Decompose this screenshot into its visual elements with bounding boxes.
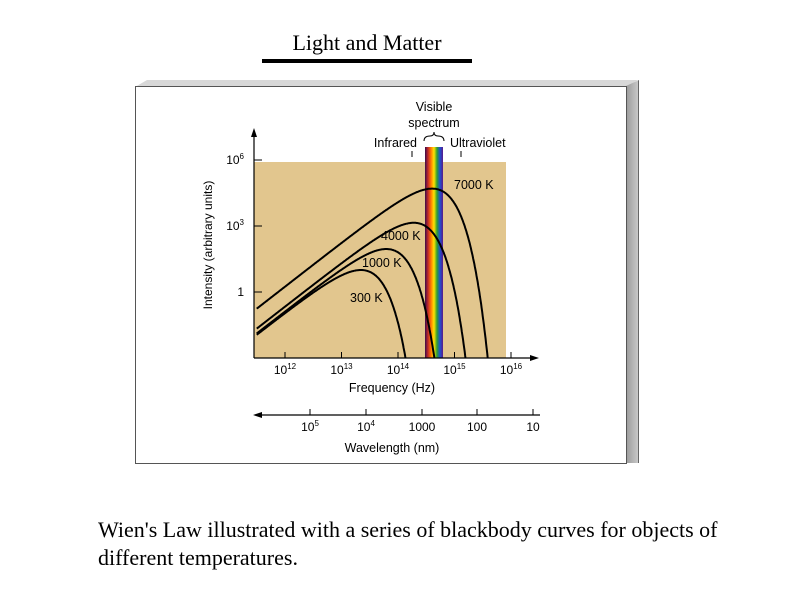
curves: [256, 187, 489, 358]
visible-label-line2: spectrum: [408, 116, 459, 130]
x-axis-label: Frequency (Hz): [349, 381, 435, 395]
panel-bevel-side: [626, 80, 639, 463]
panel-bevel-top: [135, 80, 638, 87]
y-tick-label: 1: [237, 285, 244, 299]
wavelength-tick-label: 1000: [409, 420, 436, 434]
visible-label-line1: Visible: [416, 100, 453, 114]
visible-spectrum-band: [425, 147, 443, 358]
curve-label-4000k: 4000 K: [381, 229, 421, 243]
ultraviolet-label: Ultraviolet: [450, 136, 506, 150]
curve-label-1000k: 1000 K: [362, 256, 402, 270]
visible-brace: [423, 131, 445, 142]
x-ticks: 1012 1013 1014 1015 1016: [274, 352, 523, 377]
wavelength-axis-label: Wavelength (nm): [345, 441, 440, 455]
wavelength-ticks: 105 104 1000 100 10: [301, 409, 540, 434]
wavelength-tick-label: 100: [467, 420, 487, 434]
curve-label-300k: 300 K: [350, 291, 383, 305]
wavelength-axis-arrow: [253, 412, 262, 418]
y-axis-arrow: [251, 128, 257, 137]
y-ticks: 106 103 1: [226, 152, 262, 299]
x-tick-label: 1015: [443, 362, 466, 377]
y-tick-label: 103: [226, 218, 244, 233]
x-axis-arrow: [530, 355, 539, 361]
plot-background: [254, 162, 506, 358]
blackbody-curve-4000k: [256, 221, 467, 358]
wavelength-tick-label: 104: [357, 419, 375, 434]
curve-label-7000k: 7000 K: [454, 178, 494, 192]
wavelength-tick-label: 105: [301, 419, 319, 434]
slide-title: Light and Matter: [292, 30, 442, 55]
wavelength-tick-label: 10: [526, 420, 540, 434]
x-tick-label: 1012: [274, 362, 297, 377]
blackbody-curve-1000k: [256, 248, 436, 358]
y-axis-label: Intensity (arbitrary units): [201, 181, 215, 310]
x-tick-label: 1016: [500, 362, 523, 377]
blackbody-curve-300k: [256, 269, 407, 358]
title-underline: [262, 59, 472, 63]
blackbody-curve-7000k: [256, 187, 489, 358]
y-tick-label: 106: [226, 152, 244, 167]
x-tick-label: 1014: [387, 362, 410, 377]
x-tick-label: 1013: [330, 362, 353, 377]
figure-caption: Wien's Law illustrated with a series of …: [98, 517, 718, 570]
infrared-label: Infrared: [374, 136, 417, 150]
